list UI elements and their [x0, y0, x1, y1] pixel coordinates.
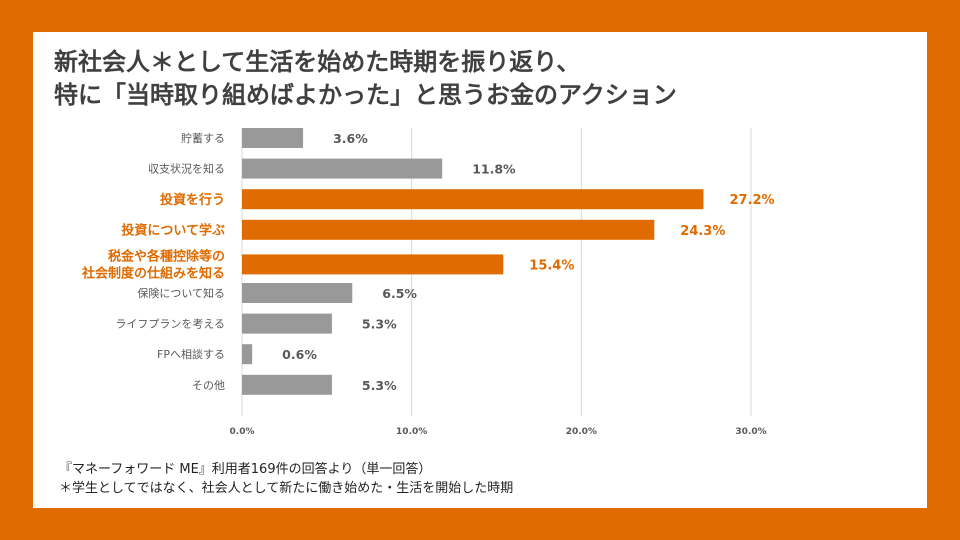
category-label: 社会制度の仕組みを知る — [81, 266, 225, 282]
category-label: 投資を行う — [160, 192, 225, 208]
x-tick-label: 10.0% — [396, 427, 427, 437]
chart-title: 新社会人＊として生活を始めた時期を振り返り、 特に「当時取り組めばよかった」と思… — [54, 46, 677, 112]
category-label: 投資について学ぶ — [121, 222, 225, 238]
data-label: 24.3% — [680, 224, 725, 239]
bar — [242, 374, 332, 395]
x-tick-label: 30.0% — [735, 427, 766, 437]
category-label: FPへ相談する — [157, 347, 225, 361]
data-label: 11.8% — [472, 162, 516, 177]
category-label: ライフプランを考える — [115, 318, 225, 331]
bar — [242, 219, 655, 240]
x-tick-label: 20.0% — [566, 427, 597, 437]
chart-panel: 新社会人＊として生活を始めた時期を振り返り、 特に「当時取り組めばよかった」と思… — [33, 32, 927, 508]
bar-chart: 0.0% 10.0% 20.0% 30.0% 貯蓄する 3.6% 収支状況を知る 11.8% 投… — [81, 128, 775, 437]
title-line-1: 新社会人＊として生活を始めた時期を振り返り、 — [54, 48, 581, 76]
bar — [242, 283, 353, 303]
data-label: 27.2% — [729, 193, 774, 208]
category-label: 保険について知る — [137, 286, 225, 300]
bar — [242, 128, 304, 148]
category-label: 収支状況を知る — [148, 162, 225, 176]
title-line-2: 特に「当時取り組めばよかった」と思うお金のアクション — [54, 81, 677, 109]
category-label: 税金や各種控除等の — [108, 249, 225, 265]
footnotes: 『マネーフォワード ME』利用者169件の回答より（単一回答） ＊学生としてでは… — [59, 460, 513, 498]
definition-note: ＊学生としてではなく、社会人として新たに働き始めた・生活を開始した時期 — [59, 481, 514, 496]
data-label: 0.6% — [282, 347, 317, 362]
x-tick-label: 0.0% — [230, 427, 255, 437]
data-label: 15.4% — [529, 258, 574, 273]
source-note: 『マネーフォワード ME』利用者169件の回答より（単一回答） — [59, 462, 432, 477]
bar — [242, 189, 704, 210]
bar — [242, 158, 443, 179]
category-label: その他 — [192, 379, 225, 392]
bar — [242, 344, 253, 365]
data-label: 5.3% — [362, 378, 397, 393]
data-label: 5.3% — [362, 317, 397, 332]
data-label: 6.5% — [382, 286, 417, 301]
data-label: 3.6% — [333, 131, 368, 146]
bar — [242, 313, 332, 334]
bar — [242, 254, 504, 275]
category-label: 貯蓄する — [181, 132, 225, 145]
